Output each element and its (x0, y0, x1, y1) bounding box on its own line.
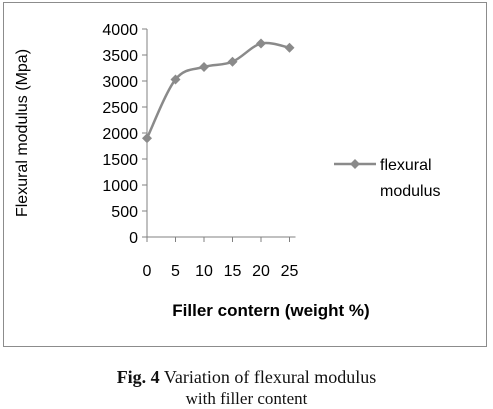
y-tick-label: 1500 (102, 152, 138, 169)
x-tick-label: 25 (281, 263, 299, 280)
x-tick-label: 10 (195, 263, 213, 280)
x-tick-label: 20 (252, 263, 270, 280)
flexural-modulus-chart: 0 500 1000 1500 2000 2500 3000 3500 4000 0 5 10 15 2… (14, 22, 440, 320)
data-point-marker (256, 38, 266, 49)
x-axis-ticks: 0 5 10 15 20 25 (143, 237, 299, 280)
figure-caption-line-1: Fig. 4 Variation of flexural modulus (0, 367, 493, 388)
data-point-marker (170, 74, 181, 85)
y-tick-label: 2500 (102, 100, 138, 117)
legend-label-line1: flexural (380, 157, 432, 174)
figure-caption-text-1: Variation of flexural modulus (159, 367, 377, 387)
data-point-marker (227, 56, 238, 67)
figure-label: Fig. 4 (116, 367, 160, 387)
x-axis-title: Filler contern (weight %) (172, 301, 369, 320)
y-tick-label: 0 (129, 230, 138, 247)
x-tick-label: 15 (224, 263, 242, 280)
y-tick-label: 2000 (102, 126, 138, 143)
y-tick-label: 4000 (102, 22, 138, 39)
data-point-marker (199, 61, 209, 72)
legend-label-line2: modulus (380, 183, 440, 200)
series-group (142, 38, 295, 144)
figure-caption-line-2: with filler content (185, 389, 308, 408)
data-point-marker (142, 133, 152, 144)
y-tick-label: 1000 (102, 178, 138, 195)
axes (146, 29, 296, 238)
y-tick-label: 500 (111, 204, 138, 221)
y-tick-label: 3500 (102, 48, 138, 65)
x-tick-label: 0 (143, 263, 152, 280)
series-line-flexural-modulus (145, 41, 290, 139)
legend: flexural modulus (334, 157, 440, 200)
y-axis-ticks: 0 500 1000 1500 2000 2500 3000 3500 4000 (102, 22, 147, 247)
y-axis-title: Flexural modulus (Mpa) (14, 49, 31, 217)
legend-diamond-marker (350, 159, 360, 169)
data-point-marker (284, 42, 295, 53)
chart-area: 0 500 1000 1500 2000 2500 3000 3500 4000 0 5 10 15 2… (3, 2, 487, 347)
x-tick-label: 5 (171, 263, 180, 280)
y-tick-label: 3000 (102, 74, 138, 91)
